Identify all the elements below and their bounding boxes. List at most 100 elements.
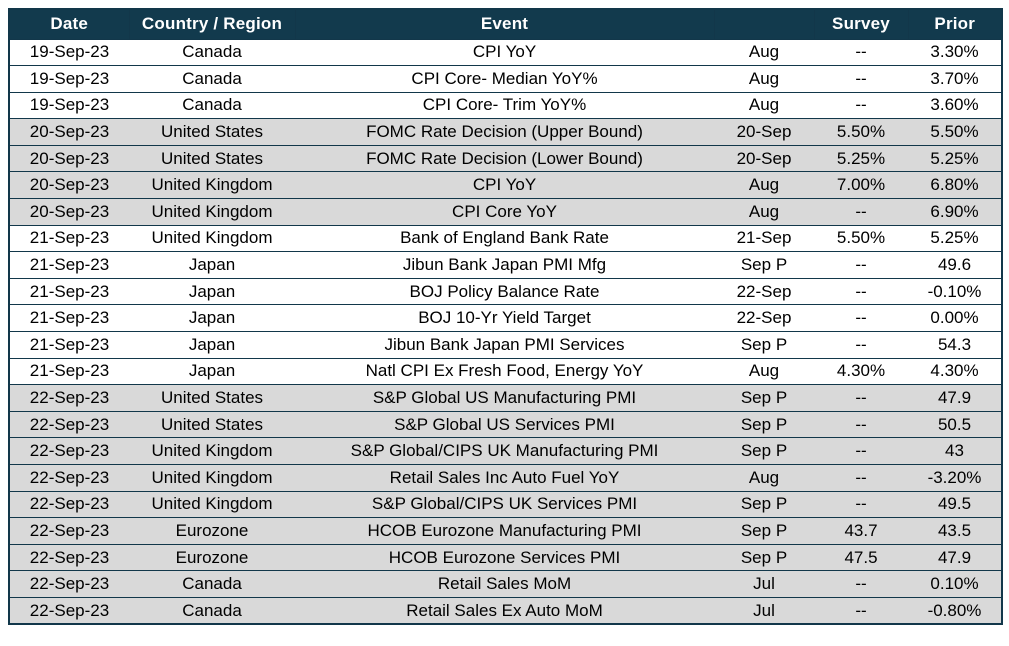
table-row: 22-Sep-23 United Kingdom Retail Sales In…: [9, 464, 1002, 492]
cell-period: 20-Sep: [714, 144, 814, 173]
cell-survey: --: [814, 464, 908, 492]
cell-country: Japan: [129, 304, 295, 333]
cell-period: Sep P: [714, 517, 814, 545]
cell-event: Retail Sales Ex Auto MoM: [295, 596, 714, 625]
economic-calendar-table: Date Country / Region Event Survey Prior…: [8, 8, 1003, 626]
cell-prior: 54.3: [908, 331, 1002, 359]
cell-event: S&P Global US Manufacturing PMI: [295, 384, 714, 412]
cell-country: Japan: [129, 357, 295, 386]
cell-period: Aug: [714, 464, 814, 492]
table-row: 20-Sep-23 United States FOMC Rate Decisi…: [9, 118, 1002, 146]
cell-event: HCOB Eurozone Services PMI: [295, 543, 714, 572]
cell-prior: -0.10%: [908, 277, 1002, 306]
cell-period: Sep P: [714, 437, 814, 465]
cell-prior: 6.80%: [908, 171, 1002, 200]
cell-event: FOMC Rate Decision (Upper Bound): [295, 118, 714, 146]
column-header-period: [713, 8, 815, 40]
cell-period: Sep P: [714, 331, 814, 359]
cell-prior: 0.00%: [908, 304, 1002, 333]
cell-period: 22-Sep: [714, 277, 814, 306]
cell-event: Retail Sales MoM: [295, 570, 714, 598]
cell-prior: 3.30%: [908, 38, 1002, 67]
cell-date: 19-Sep-23: [9, 91, 129, 120]
cell-country: Canada: [129, 596, 295, 625]
table-row: 20-Sep-23 United Kingdom CPI YoY Aug 7.0…: [9, 171, 1002, 200]
table-row: 21-Sep-23 Japan BOJ Policy Balance Rate …: [9, 277, 1002, 306]
cell-date: 22-Sep-23: [9, 464, 129, 492]
table-row: 19-Sep-23 Canada CPI Core- Trim YoY% Aug…: [9, 91, 1002, 120]
cell-date: 19-Sep-23: [9, 65, 129, 93]
cell-survey: --: [814, 490, 908, 519]
table-body: 19-Sep-23 Canada CPI YoY Aug -- 3.30% 19…: [9, 38, 1002, 625]
cell-date: 19-Sep-23: [9, 38, 129, 67]
cell-period: Aug: [714, 65, 814, 93]
cell-prior: 43.5: [908, 517, 1002, 545]
header-row: Date Country / Region Event Survey Prior: [8, 8, 1003, 40]
cell-event: S&P Global/CIPS UK Manufacturing PMI: [295, 437, 714, 465]
cell-event: CPI Core- Trim YoY%: [295, 91, 714, 120]
cell-event: CPI Core- Median YoY%: [295, 65, 714, 93]
table-row: 22-Sep-23 Eurozone HCOB Eurozone Manufac…: [9, 517, 1002, 545]
cell-survey: 47.5: [814, 543, 908, 572]
cell-date: 22-Sep-23: [9, 543, 129, 572]
cell-period: 21-Sep: [714, 224, 814, 253]
cell-period: Sep P: [714, 384, 814, 412]
cell-country: United Kingdom: [129, 437, 295, 465]
cell-country: United Kingdom: [129, 464, 295, 492]
cell-country: Canada: [129, 38, 295, 67]
cell-date: 20-Sep-23: [9, 118, 129, 146]
cell-date: 22-Sep-23: [9, 384, 129, 412]
cell-period: 22-Sep: [714, 304, 814, 333]
cell-country: Eurozone: [129, 517, 295, 545]
cell-period: Jul: [714, 570, 814, 598]
cell-country: Japan: [129, 251, 295, 279]
cell-survey: --: [814, 570, 908, 598]
table-row: 22-Sep-23 United Kingdom S&P Global/CIPS…: [9, 490, 1002, 519]
cell-event: Natl CPI Ex Fresh Food, Energy YoY: [295, 357, 714, 386]
cell-date: 21-Sep-23: [9, 251, 129, 279]
cell-survey: 7.00%: [814, 171, 908, 200]
cell-country: United States: [129, 384, 295, 412]
cell-event: CPI YoY: [295, 171, 714, 200]
cell-period: Sep P: [714, 410, 814, 439]
cell-prior: 43: [908, 437, 1002, 465]
cell-survey: --: [814, 304, 908, 333]
cell-period: Aug: [714, 357, 814, 386]
cell-event: CPI YoY: [295, 38, 714, 67]
cell-period: Sep P: [714, 251, 814, 279]
cell-period: Sep P: [714, 490, 814, 519]
cell-prior: 5.25%: [908, 224, 1002, 253]
table-row: 21-Sep-23 Japan BOJ 10-Yr Yield Target 2…: [9, 304, 1002, 333]
cell-country: United States: [129, 144, 295, 173]
cell-country: Japan: [129, 331, 295, 359]
cell-date: 21-Sep-23: [9, 331, 129, 359]
table-row: 22-Sep-23 Canada Retail Sales Ex Auto Mo…: [9, 596, 1002, 625]
table-row: 22-Sep-23 United States S&P Global US Se…: [9, 410, 1002, 439]
cell-survey: --: [814, 38, 908, 67]
cell-prior: 4.30%: [908, 357, 1002, 386]
table-row: 22-Sep-23 United Kingdom S&P Global/CIPS…: [9, 437, 1002, 465]
column-header-survey: Survey: [813, 8, 909, 40]
cell-period: Aug: [714, 38, 814, 67]
cell-survey: --: [814, 65, 908, 93]
cell-survey: --: [814, 410, 908, 439]
table-row: 21-Sep-23 United Kingdom Bank of England…: [9, 224, 1002, 253]
column-header-country: Country / Region: [128, 8, 296, 40]
cell-survey: 5.50%: [814, 224, 908, 253]
cell-prior: 50.5: [908, 410, 1002, 439]
cell-event: S&P Global US Services PMI: [295, 410, 714, 439]
cell-period: Jul: [714, 596, 814, 625]
cell-survey: --: [814, 277, 908, 306]
cell-date: 21-Sep-23: [9, 357, 129, 386]
cell-country: Canada: [129, 65, 295, 93]
cell-prior: 3.60%: [908, 91, 1002, 120]
economic-calendar: Date Country / Region Event Survey Prior…: [8, 8, 1003, 626]
cell-date: 22-Sep-23: [9, 596, 129, 625]
cell-prior: 5.25%: [908, 144, 1002, 173]
cell-period: Aug: [714, 198, 814, 226]
cell-date: 21-Sep-23: [9, 224, 129, 253]
cell-country: United Kingdom: [129, 490, 295, 519]
cell-date: 21-Sep-23: [9, 304, 129, 333]
table-row: 19-Sep-23 Canada CPI YoY Aug -- 3.30%: [9, 38, 1002, 67]
cell-date: 20-Sep-23: [9, 198, 129, 226]
